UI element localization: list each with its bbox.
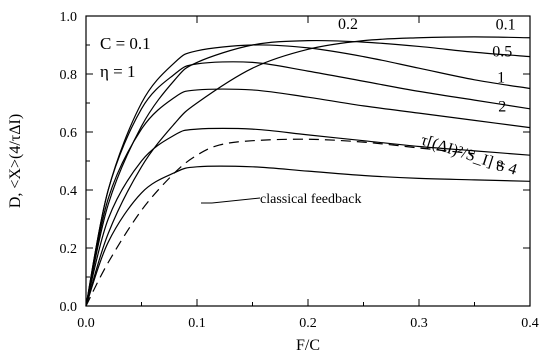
annotation-eta-value: η = 1 [100, 62, 135, 81]
x-tick-label: 0.2 [299, 316, 317, 331]
series-line-2 [85, 88, 531, 307]
classical-feedback-leader [211, 197, 261, 204]
series-line-0.1 [85, 36, 531, 307]
x-tick-label: 0.4 [521, 316, 539, 331]
classical-feedback-annotation: classical feedback [201, 192, 361, 207]
y-tick-label: 0.8 [60, 68, 78, 83]
series-label-0-1: 0.1 [496, 17, 516, 34]
x-tick-label: 0.3 [410, 316, 428, 331]
series-line-classical-feedback [85, 138, 475, 307]
x-axis-title: F/C [296, 337, 320, 354]
x-tick-label: 0.1 [188, 316, 206, 331]
series-line-0.2 [85, 39, 531, 307]
y-tick-label: 0.4 [60, 184, 78, 199]
y-tick-label: 0.0 [60, 300, 78, 315]
series-label-8: 8 [496, 158, 504, 175]
y-tick-label: 1.0 [60, 10, 78, 25]
series-label-0-5: 0.5 [492, 44, 512, 61]
series-line-4 [85, 127, 531, 307]
annotation-c-value: C = 0.1 [100, 34, 151, 53]
series-label-0-2: 0.2 [338, 16, 358, 33]
y-axis-title: D, <X>(4/τΔI) [7, 114, 24, 208]
series-label-2: 2 [498, 99, 506, 116]
series-label-1: 1 [497, 70, 505, 87]
ticks-layer: 0.0 0.1 0.2 0.3 0.4 0.0 0.2 0.4 0.6 0.8 1.0 [60, 10, 539, 331]
x-tick-label: 0.0 [77, 316, 95, 331]
series-line-1 [85, 61, 531, 307]
classical-feedback-label: classical feedback [260, 192, 361, 207]
y-tick-label: 0.6 [60, 126, 78, 141]
series-layer [85, 36, 531, 307]
y-tick-label: 0.2 [60, 242, 78, 257]
series-line-8 [85, 165, 531, 307]
